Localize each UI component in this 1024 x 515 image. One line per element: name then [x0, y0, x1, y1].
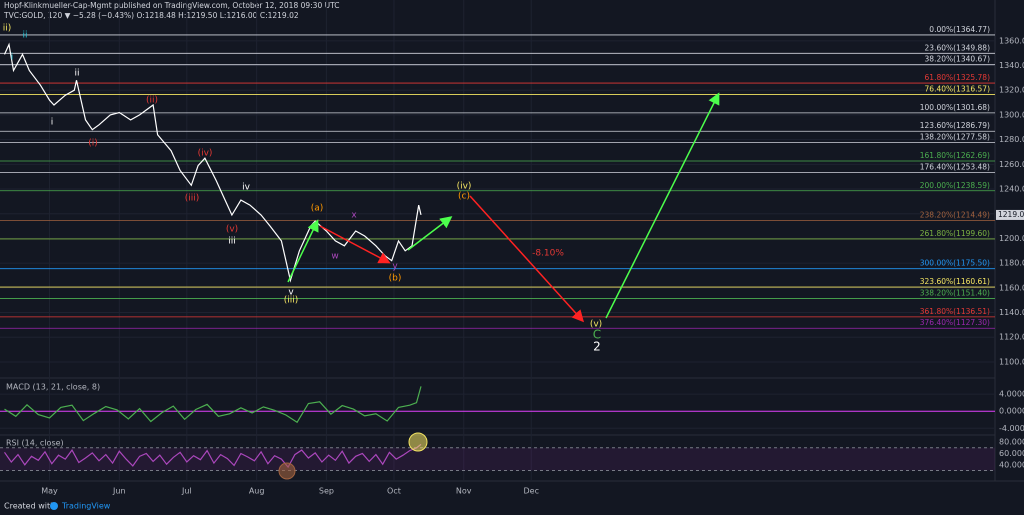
wave-label: i — [51, 118, 54, 128]
y-tick-label: 1160.00 — [999, 283, 1024, 292]
x-tick-label: Jul — [181, 487, 192, 496]
fib-label: 123.60%(1286.79) — [920, 121, 990, 130]
fib-label: 361.80%(1136.51) — [920, 307, 990, 316]
arrow — [407, 216, 453, 251]
wave-label: (i) — [88, 139, 98, 149]
footer-created: Created with — [4, 502, 55, 511]
y-tick-label: 1100.00 — [999, 357, 1024, 366]
fib-label: 61.80%(1325.78) — [925, 73, 991, 82]
fib-label: 338.20%(1151.40) — [920, 288, 990, 297]
pane-label: MACD (13, 21, close, 8) — [6, 383, 100, 392]
header-line2: TVC:GOLD, 120 ▼ −5.28 (−0.43%) O:1218.48… — [3, 11, 299, 20]
x-tick-label: Dec — [524, 487, 539, 496]
fib-label: 38.20%(1340.67) — [925, 55, 991, 64]
fib-label: 100.00%(1301.68) — [920, 103, 990, 112]
fib-label: 76.40%(1316.57) — [925, 84, 991, 93]
pane-label: RSI (14, close) — [6, 439, 64, 448]
wave-label: ii — [74, 69, 79, 79]
series-line — [3, 42, 422, 283]
wave-label: (a) — [311, 204, 324, 214]
wave-label: (v) — [590, 320, 602, 330]
y-tick-label: 1180.00 — [999, 259, 1024, 268]
fib-label: 238.20%(1214.49) — [920, 211, 990, 220]
wave-label: (iii) — [284, 296, 299, 306]
wave-label: (c) — [458, 192, 470, 202]
y-tick-label: 1360.00 — [999, 36, 1024, 45]
footer-brand: TradingView — [61, 502, 111, 511]
fib-label: 176.40%(1253.48) — [920, 162, 990, 171]
y-tick-label: 1320.00 — [999, 86, 1024, 95]
x-tick-label: Oct — [387, 487, 401, 496]
arrows — [287, 92, 720, 323]
x-tick-label: Sep — [319, 487, 334, 496]
wave-label: iv — [242, 183, 251, 193]
highlight-circle — [278, 462, 296, 480]
arrow — [319, 225, 391, 264]
x-tick-label: Nov — [456, 487, 472, 496]
indicator-panes: MACD (13, 21, close, 8) RSI (14, close) — [0, 383, 995, 471]
main-pane: 0.00%(1364.77) 23.60%(1349.88) 38.20%(1340… — [0, 0, 995, 481]
arrow — [605, 92, 720, 319]
wave-label: v — [288, 288, 294, 298]
y-tick-label: 1260.00 — [999, 160, 1024, 169]
wave-label: x — [351, 211, 357, 221]
fib-label: 138.20%(1277.58) — [920, 133, 990, 142]
wave-label: w — [331, 252, 338, 262]
wave-label: (iv) — [457, 182, 472, 192]
y-tick-label: 1120.00 — [999, 333, 1024, 342]
x-tick-label: Jun — [112, 487, 126, 496]
wave-label: (ii) — [146, 96, 158, 106]
fib-label: 200.00%(1238.59) — [920, 181, 990, 190]
fib-label: 261.80%(1199.60) — [920, 229, 990, 238]
y-tick-label: 1340.00 — [999, 61, 1024, 70]
wave-label: (iv) — [198, 149, 213, 159]
wave-label: iii — [228, 237, 236, 247]
rsi-band — [0, 447, 995, 471]
series-line — [4, 386, 422, 424]
price-tag-label: 1219.02 — [998, 210, 1024, 219]
wave-label: y — [392, 262, 398, 272]
wave-label: ii) — [3, 24, 12, 34]
y-tick-label: 1140.00 — [999, 308, 1024, 317]
wave-label: i — [11, 53, 14, 63]
x-tick-label: May — [41, 487, 58, 496]
wave-label: (iii) — [185, 194, 200, 204]
y-tick-label: 1280.00 — [999, 135, 1024, 144]
logo — [50, 502, 58, 510]
highlight-circle — [408, 432, 428, 452]
wave-label: ii — [22, 31, 27, 41]
y-tick-label: 1200.00 — [999, 234, 1024, 243]
y-tick-label: 1300.00 — [999, 110, 1024, 119]
wave-label: (v) — [226, 225, 238, 235]
fib-label: 300.00%(1175.50) — [920, 259, 990, 268]
wave-label: C — [593, 328, 601, 342]
fib-label: 376.40%(1127.30) — [920, 318, 990, 327]
fib-label: 323.60%(1160.61) — [920, 277, 990, 286]
wave-label: -8.10% — [532, 249, 564, 259]
x-tick-label: Aug — [249, 487, 265, 496]
wave-label: (b) — [389, 274, 402, 284]
fib-label: 161.80%(1262.69) — [920, 151, 990, 160]
wave-label: 2 — [593, 340, 601, 354]
fib-label: 23.60%(1349.88) — [925, 43, 991, 52]
fib-label: 0.00%(1364.77) — [929, 25, 990, 34]
header-line1: Hopf-Klinkmueller-Cap-Mgmt published on … — [4, 1, 339, 10]
arrow — [469, 195, 585, 323]
price-tag — [996, 209, 1024, 220]
series-line — [4, 443, 422, 469]
y-tick-label: 1240.00 — [999, 185, 1024, 194]
arrow — [287, 219, 319, 283]
